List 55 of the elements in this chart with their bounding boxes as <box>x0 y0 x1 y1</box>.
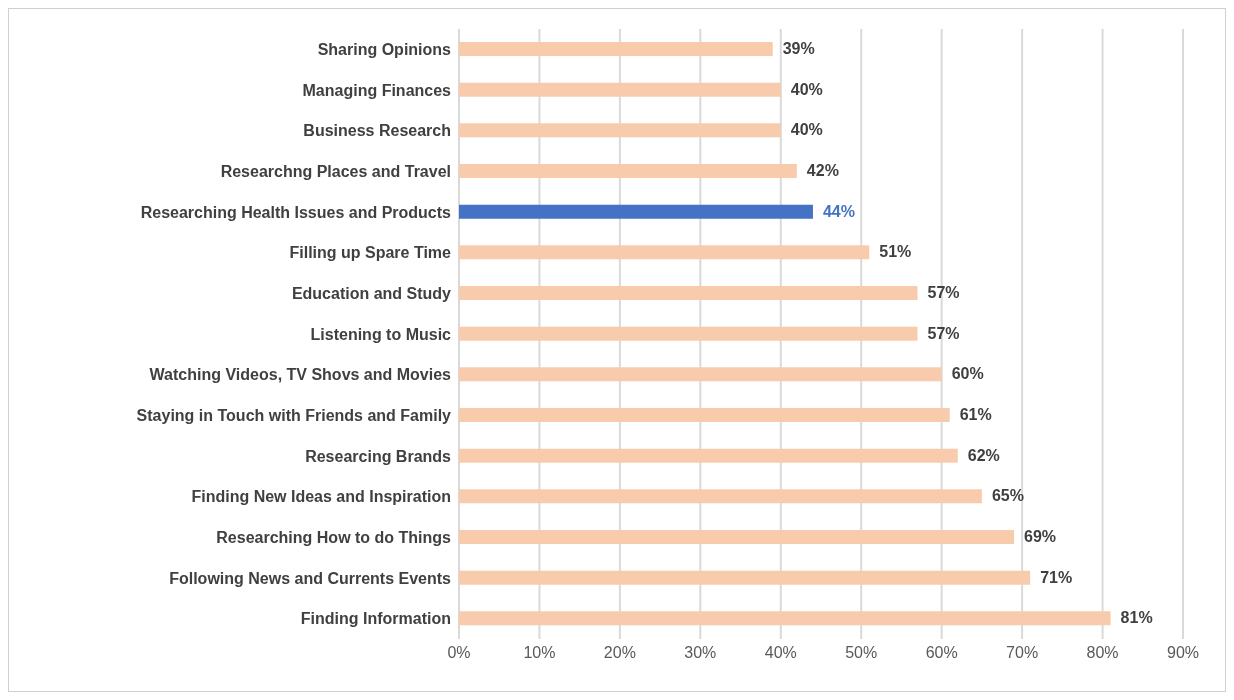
y-tick-label: Watching Videos, TV Shovs and Movies <box>149 366 452 384</box>
data-label: 57% <box>927 324 960 342</box>
data-label: 40% <box>790 80 823 98</box>
bar <box>459 530 1015 544</box>
y-tick-label: Listening to Music <box>310 325 452 343</box>
y-tick-label: Researching How to do Things <box>216 529 452 547</box>
data-label: 51% <box>879 243 912 261</box>
y-tick-label: Researcing Brands <box>305 447 452 465</box>
y-tick-label: Managing Finances <box>302 81 452 99</box>
x-tick-label: 20% <box>603 644 636 662</box>
data-label: 40% <box>790 121 823 139</box>
bar <box>459 42 773 56</box>
data-label: 62% <box>967 446 1000 464</box>
bar <box>459 82 781 97</box>
bar <box>459 408 950 422</box>
y-tick-label: Education and Study <box>291 285 452 303</box>
bar <box>459 367 942 382</box>
y-tick-label: Researching Health Issues and Products <box>140 203 452 221</box>
x-tick-label: 60% <box>925 644 958 662</box>
data-label: 57% <box>927 284 960 301</box>
x-tick-label: 30% <box>684 644 717 662</box>
bar <box>459 489 982 504</box>
y-tick-label: Finding New Ideas and Inspiration <box>191 488 451 506</box>
bar <box>459 448 958 463</box>
bar <box>459 570 1031 585</box>
bar <box>459 611 1111 626</box>
data-label: 61% <box>959 406 992 423</box>
data-label: 60% <box>951 365 984 383</box>
y-tick-label: Staying in Touch with Friends and Family <box>136 407 452 425</box>
x-tick-label: 90% <box>1166 644 1200 662</box>
data-label: 44% <box>822 202 855 220</box>
x-tick-label: 70% <box>1006 644 1039 662</box>
data-label: 71% <box>1040 568 1073 586</box>
x-tick-label: 40% <box>764 644 797 662</box>
y-tick-label: Filling up Spare Time <box>289 244 452 262</box>
x-tick-label: 50% <box>845 644 878 662</box>
data-label: 69% <box>1024 528 1057 545</box>
bar <box>459 286 918 300</box>
y-tick-label: Sharing Opinions <box>317 41 452 59</box>
data-label: 65% <box>991 487 1024 505</box>
bar <box>459 164 797 178</box>
y-tick-label: Following News and Currents Events <box>169 569 452 587</box>
x-tick-label: 0% <box>447 644 471 662</box>
x-tick-label: 10% <box>523 644 556 662</box>
y-tick-label: Researchng Places and Travel <box>220 163 451 181</box>
x-tick-label: 80% <box>1086 644 1119 662</box>
bar <box>459 204 813 219</box>
bar <box>459 326 918 341</box>
bar <box>459 123 781 138</box>
y-tick-label: Business Research <box>303 122 451 140</box>
bar <box>459 245 870 260</box>
data-label: 81% <box>1120 609 1153 627</box>
data-label: 39% <box>782 40 815 57</box>
data-label: 42% <box>806 162 839 179</box>
y-tick-label: Finding Information <box>300 610 451 628</box>
